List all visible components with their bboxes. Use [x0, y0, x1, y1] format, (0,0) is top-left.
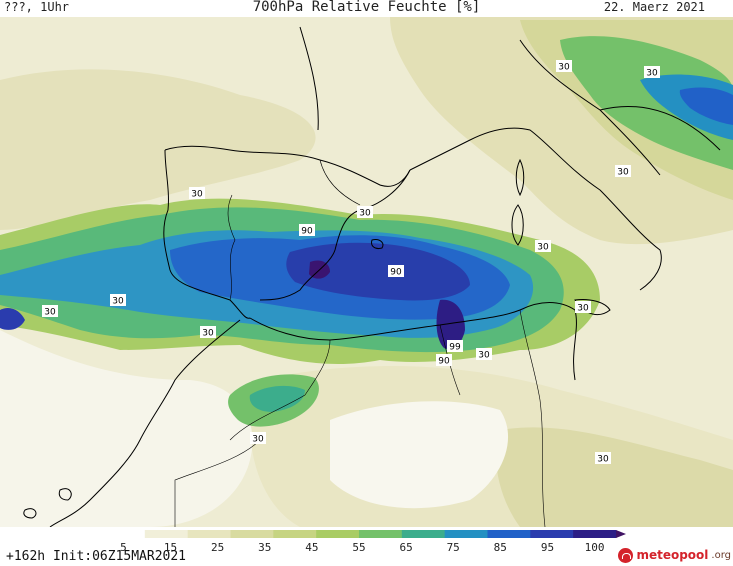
svg-text:30: 30: [359, 209, 371, 219]
contour-label: 30: [476, 348, 492, 361]
svg-text:30: 30: [478, 351, 490, 361]
contour-label: 30: [556, 60, 572, 73]
humidity-field-white2: [330, 401, 509, 509]
svg-text:90: 90: [301, 227, 313, 237]
colorbar-tick-label: 45: [305, 541, 319, 554]
svg-text:30: 30: [537, 243, 549, 253]
contour-label: 30: [189, 187, 205, 200]
contour-label: 99: [447, 340, 463, 353]
svg-text:30: 30: [191, 190, 203, 200]
contour-label: 30: [535, 240, 551, 253]
contour-label: 90: [436, 354, 452, 367]
colorbar-segment: [316, 530, 360, 538]
forecast-date: 22. Maerz 2021: [603, 0, 705, 14]
humidity-field-adriatic: [560, 36, 733, 170]
colorbar-tick-label: 100: [584, 541, 605, 554]
humidity-field-morocco-core: [249, 385, 305, 412]
humidity-field-south2: [496, 427, 733, 527]
humidity-field-adriatic3: [679, 87, 733, 125]
colorbar-tick-label: 85: [493, 541, 507, 554]
contour-label: 90: [299, 224, 315, 237]
contour-label: 30: [42, 305, 58, 318]
contour-label: 30: [595, 452, 611, 465]
colorbar-segment: [273, 530, 317, 538]
svg-text:90: 90: [438, 357, 450, 367]
colorbar-labels: 5 15 25 35 45 55 65 75 85 95 100: [102, 541, 626, 555]
footer: 5 15 25 35 45 55 65 75 85 95 100 +162h Init:06Z15M…: [0, 527, 733, 566]
init-time-label: +162h Init:06Z15MAR2021: [6, 549, 187, 564]
colorbar: [102, 530, 626, 538]
contour-label-layer: 90 90 30 30 30 30 99 90: [42, 60, 660, 465]
colorbar-segment: [102, 530, 146, 538]
colorbar-segment: [144, 530, 189, 538]
humidity-field-92: [286, 242, 470, 301]
humidity-field-25: [0, 69, 316, 230]
contour-label: 30: [110, 294, 126, 307]
svg-text:30: 30: [577, 304, 589, 314]
coastlines: [49, 26, 721, 527]
meteopool-logo[interactable]: meteopool .org: [618, 545, 731, 565]
contour-label: 30: [250, 432, 266, 445]
colorbar-segment: [444, 530, 488, 538]
map-canvas: [0, 17, 733, 527]
colorbar-segment: [359, 530, 403, 538]
colorbar-segment: [573, 530, 617, 538]
contour-label: 30: [357, 206, 373, 219]
contour-label: 30: [200, 326, 216, 339]
colorbar-tick-label: 35: [258, 541, 272, 554]
colorbar-segment: [401, 530, 446, 538]
svg-text:30: 30: [617, 168, 629, 178]
colorbar-tick-label: 75: [446, 541, 460, 554]
colorbar-tick-label: 15: [163, 541, 178, 554]
svg-text:30: 30: [597, 455, 609, 465]
contour-label: 30: [644, 66, 660, 79]
colorbar-segment: [530, 530, 574, 538]
contour-label: 30: [615, 165, 631, 178]
humidity-map: 90 90 30 30 30 30 99 90: [0, 17, 733, 527]
svg-text:90: 90: [390, 268, 402, 278]
colorbar-segment: [187, 530, 231, 538]
humidity-field-atlantic: [0, 308, 25, 330]
colorbar-tick-label: 65: [399, 541, 413, 554]
svg-text:30: 30: [44, 308, 56, 318]
logo-suffix: .org: [711, 549, 731, 561]
colorbar-segment: [487, 530, 531, 538]
svg-text:30: 30: [252, 435, 264, 445]
contour-label: 90: [388, 265, 404, 278]
svg-text:99: 99: [449, 343, 461, 353]
colorbar-tick-label: 5: [120, 541, 127, 554]
logo-text: meteopool: [636, 548, 709, 562]
humidity-field-98: [436, 299, 465, 350]
humidity-field-white: [0, 330, 253, 527]
meteopool-logo-icon: [618, 547, 634, 563]
svg-text:30: 30: [112, 297, 124, 307]
contour-label: 30: [575, 301, 591, 314]
map-title: 700hPa Relative Feuchte [%]: [252, 0, 481, 15]
forecast-time-label: ???, 1Uhr: [4, 0, 70, 14]
svg-text:30: 30: [646, 69, 658, 79]
colorbar-tick-label: 25: [210, 541, 225, 554]
colorbar-tick-label: 55: [352, 541, 366, 554]
colorbar-arrow: [616, 530, 626, 538]
svg-text:30: 30: [558, 63, 570, 73]
colorbar-segment: [230, 530, 274, 538]
svg-text:30: 30: [202, 329, 214, 339]
colorbar-tick-label: 95: [540, 541, 555, 554]
